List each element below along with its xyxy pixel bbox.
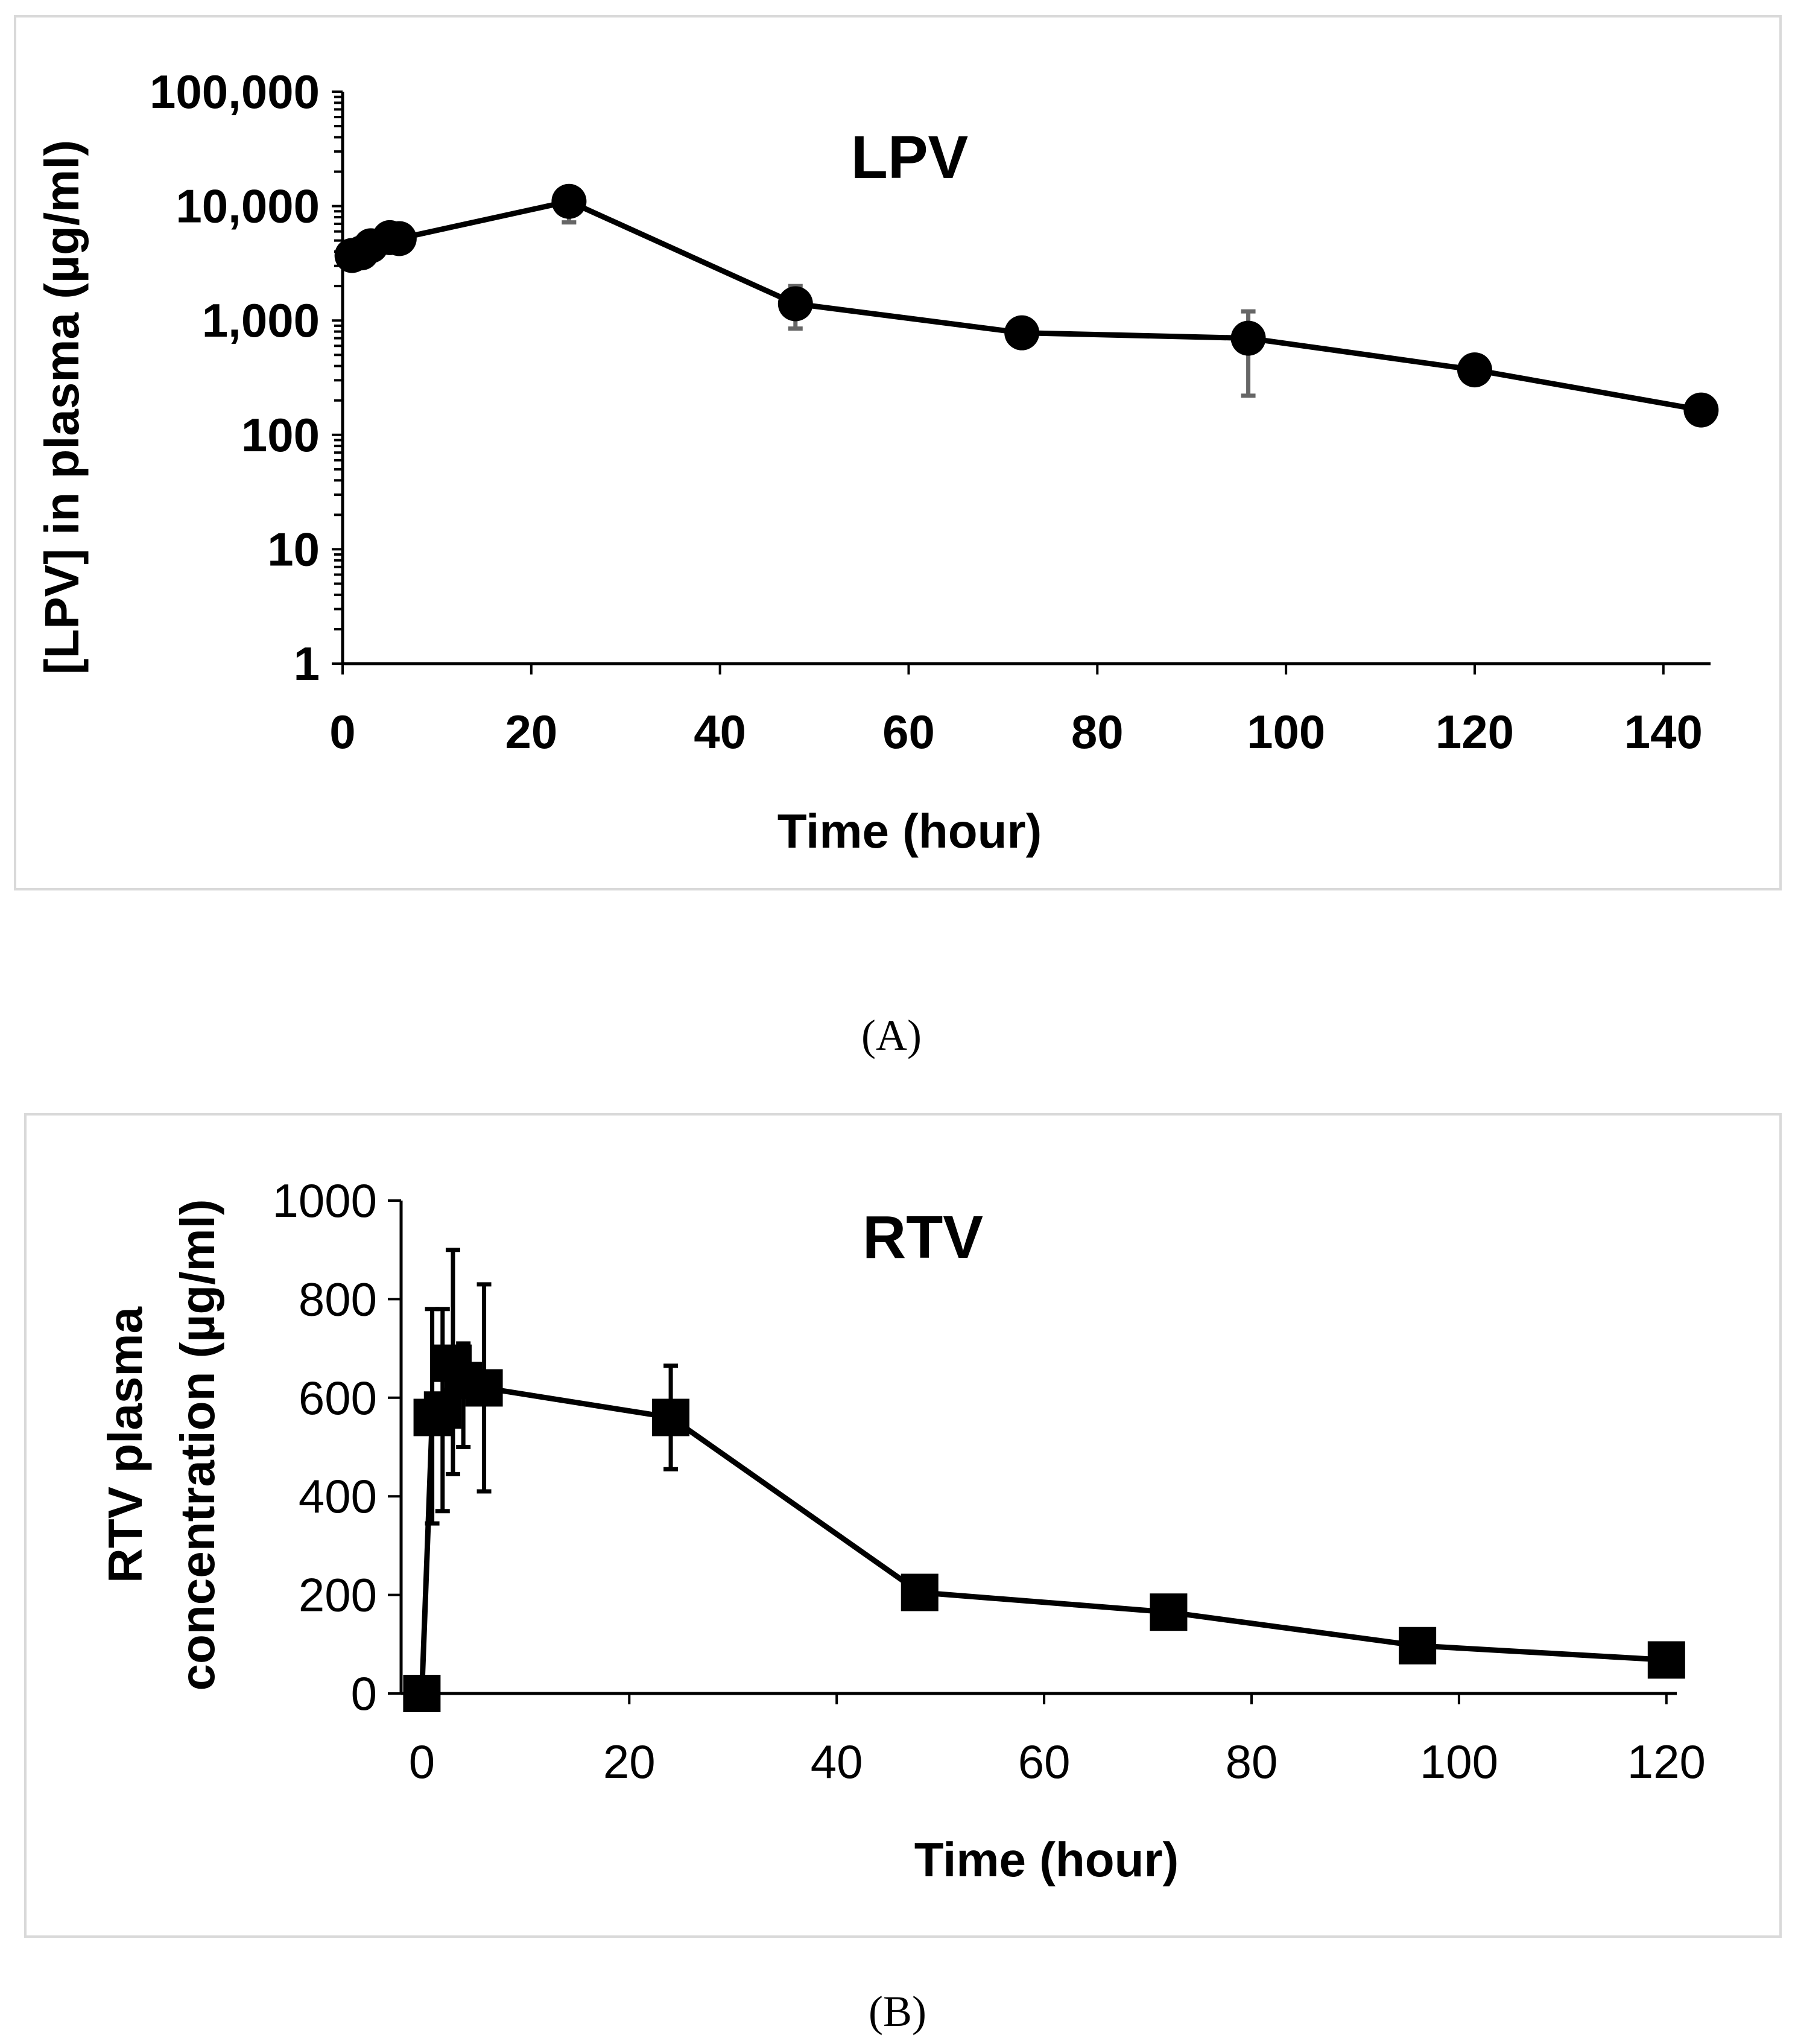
- chart-b-x-tick-label: 0: [409, 1735, 435, 1788]
- chart-b-x-axis-title: Time (hour): [914, 1833, 1179, 1887]
- chart-a-error-bars: [562, 191, 1256, 398]
- chart-a-y-tick-label: 100,000: [150, 65, 320, 118]
- chart-b-series-line: [419, 1360, 1667, 1694]
- chart-b-data-point: [1647, 1641, 1685, 1679]
- chart-b-x-tick-label: 20: [603, 1735, 656, 1788]
- chart-b-y-tick-label: 800: [299, 1272, 377, 1325]
- chart-a-data-point: [1683, 392, 1719, 428]
- chart-a-data-point: [777, 286, 813, 322]
- chart-b-x-tick-label: 120: [1627, 1735, 1706, 1788]
- chart-a-title: LPV: [851, 124, 969, 191]
- chart-a-x-tick-label: 100: [1247, 705, 1325, 758]
- chart-b-x-tick-label: 100: [1420, 1735, 1498, 1788]
- chart-b-points: [403, 1344, 1685, 1712]
- chart-a-data-point: [551, 183, 587, 219]
- chart-a-y-tick-label: 1,000: [202, 294, 320, 347]
- chart-a-data-point: [1230, 320, 1266, 356]
- chart-b-x-tick-label: 80: [1226, 1735, 1278, 1788]
- chart-a-frame: [14, 15, 1782, 890]
- chart-a-y-axis-title: [LPV] in plasma (µg/ml): [35, 140, 89, 674]
- chart-a-series-line: [351, 198, 1702, 413]
- chart-b-frame: [24, 1113, 1782, 1938]
- chart-b-y-tick-label: 400: [299, 1470, 377, 1523]
- chart-a-y-tick-label: 10: [267, 522, 320, 576]
- chart-a-axes: 0 20 40 60 80 100 120 140 1 10 100 1,000 10,000 100,0…: [150, 65, 1711, 758]
- chart-a-data-point: [381, 221, 417, 256]
- panel-b-label: (B): [869, 1987, 926, 2036]
- chart-b-x-tick-label: 60: [1018, 1735, 1071, 1788]
- chart-b-y-axis-title-line1: RTV plasma: [98, 1307, 152, 1583]
- chart-a-x-tick-label: 60: [882, 705, 935, 758]
- chart-a-x-tick-label: 80: [1071, 705, 1124, 758]
- chart-a-data-point: [1457, 352, 1492, 388]
- chart-b-data-point: [403, 1675, 441, 1712]
- chart-b-data-point: [1150, 1593, 1188, 1631]
- chart-b-data-point: [901, 1573, 939, 1611]
- chart-b-y-tick-label: 0: [351, 1667, 377, 1720]
- chart-a-y-tick-label: 10,000: [176, 180, 320, 233]
- chart-a-x-tick-label: 120: [1436, 705, 1514, 758]
- chart-a-x-tick-label: 40: [694, 705, 746, 758]
- chart-a-x-tick-label: 20: [505, 705, 557, 758]
- chart-b-data-point: [1399, 1627, 1437, 1665]
- chart-b-y-tick-label: 600: [299, 1371, 377, 1424]
- chart-b-x-tick-label: 40: [811, 1735, 863, 1788]
- chart-a-x-tick-label: 140: [1624, 705, 1703, 758]
- chart-b-data-point: [465, 1369, 503, 1407]
- chart-b-y-tick-label: 1000: [272, 1174, 377, 1227]
- chart-panel-a: LPV Time (hour) [LPV] in plasma (µg/ml) …: [14, 15, 1782, 890]
- chart-b-axes: 0 20 40 60 80 100 120 0 200 400 600 800 1000: [272, 1174, 1705, 1788]
- chart-a-x-axis-title: Time (hour): [777, 804, 1042, 858]
- chart-a-y-tick-label: 100: [241, 408, 320, 462]
- chart-a-x-tick-label: 0: [329, 705, 355, 758]
- chart-b-data-point: [652, 1398, 690, 1436]
- chart-b-title: RTV: [863, 1204, 983, 1271]
- chart-a-y-tick-label: 1: [294, 637, 320, 690]
- panel-a-label: (A): [861, 1011, 922, 1059]
- chart-a-points: [334, 183, 1719, 428]
- chart-b-y-axis-title-line2: concentration (µg/ml): [171, 1199, 224, 1691]
- chart-panel-b: RTV Time (hour) RTV plasma concentration…: [24, 1113, 1782, 1938]
- chart-b-y-tick-label: 200: [299, 1569, 377, 1622]
- chart-a-data-point: [1004, 315, 1040, 351]
